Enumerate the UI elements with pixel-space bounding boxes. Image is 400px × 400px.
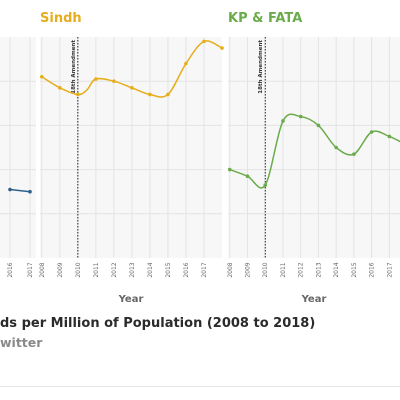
plot-background [0,37,36,258]
x-tick-label: 2017 [386,262,393,277]
x-tick-label: 2015 [165,262,172,277]
data-point [202,39,206,44]
data-point [8,187,12,192]
data-point [40,74,44,79]
panel-title: Sindh [40,11,82,26]
x-tick-label: 2015 [351,262,358,277]
x-tick-label: 2010 [75,262,82,277]
chart-main-title: ds per Million of Population (2008 to 20… [0,316,316,331]
x-tick-label: 2017 [201,262,208,277]
data-point [28,189,32,194]
x-axis-title: Year [301,294,327,305]
x-tick-label: 2009 [245,262,252,277]
chart-panel-2: 2008 2009 2010 2011 2012 2013 2014 2015 2016 2017… [39,11,224,305]
chart-panel-3: 2008 2009 2010 2011 2012 2013 2014 2015 2016 2017… [227,11,400,305]
x-tick-label: 2013 [129,262,136,277]
x-tick-label: 2010 [262,262,269,277]
chart-panel-1: 2016 2017 [0,37,36,278]
annotation-label: 18th Amendment [71,40,77,94]
annotation-label: 18th Amendment [258,40,264,94]
data-point [298,114,303,119]
x-tick-label: 2008 [39,262,46,277]
x-tick-label: 2016 [7,262,14,277]
data-point [352,152,356,156]
x-tick-label: 2014 [333,262,340,277]
data-point [220,46,224,50]
data-point [76,92,80,97]
x-tick-label: 2016 [369,262,376,277]
data-point [281,119,285,123]
data-point [369,130,374,134]
data-point [334,145,338,150]
plot-background [40,37,222,258]
x-tick-label: 2016 [183,262,190,277]
x-tick-label: 2017 [27,262,34,277]
data-point [130,86,134,90]
data-point [387,134,392,139]
bottom-divider [0,386,400,387]
data-point [112,79,116,83]
x-tick-label: 2011 [93,262,100,277]
chart-source: witter [0,335,43,350]
x-tick-label: 2012 [298,262,305,277]
x-tick-label: 2012 [111,262,118,277]
x-tick-label: 2013 [315,262,322,277]
x-tick-label: 2011 [280,262,287,277]
panel-title: KP & FATA [228,11,302,26]
data-point [263,183,268,187]
data-point [227,167,232,172]
data-point [148,92,152,97]
data-point [245,174,250,179]
data-point [94,77,98,81]
x-tick-label: 2009 [57,262,64,277]
x-tick-label: 2014 [147,262,154,277]
x-tick-label: 2008 [227,262,234,277]
data-point [58,86,62,90]
data-point [166,92,170,97]
data-point [184,61,188,66]
plot-background [228,37,400,258]
x-axis-title: Year [118,294,144,305]
data-point [316,123,321,128]
